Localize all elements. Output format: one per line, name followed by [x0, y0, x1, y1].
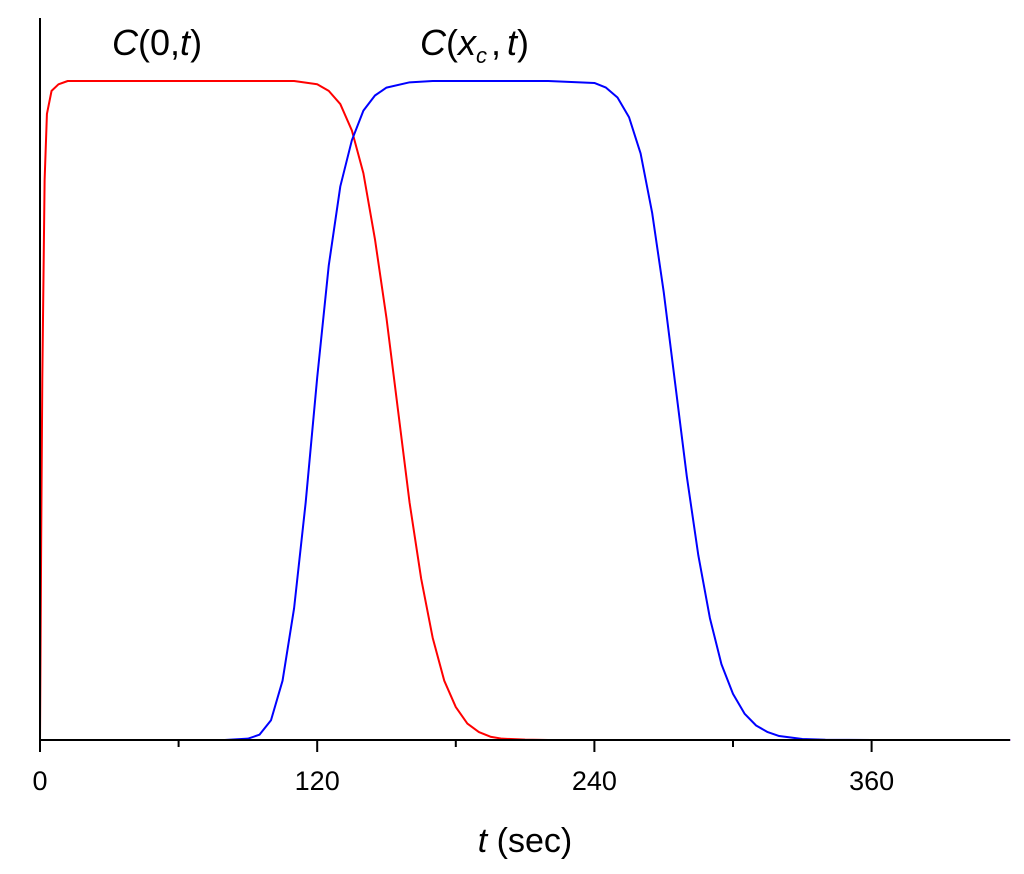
series-line-red — [39, 80, 1011, 741]
series-label-red: C(0,t) — [112, 22, 202, 63]
x-tick-label: 360 — [849, 766, 894, 796]
series-line-blue — [40, 80, 1011, 741]
x-ticks: 0 120 240 360 — [32, 740, 894, 796]
series-label-blue: C(xc, t) — [420, 22, 529, 68]
x-axis-title: t (sec) — [478, 822, 572, 860]
series-layer — [39, 80, 1011, 741]
x-tick-label: 240 — [572, 766, 617, 796]
x-tick-label: 0 — [32, 766, 47, 796]
x-tick-label: 120 — [295, 766, 340, 796]
